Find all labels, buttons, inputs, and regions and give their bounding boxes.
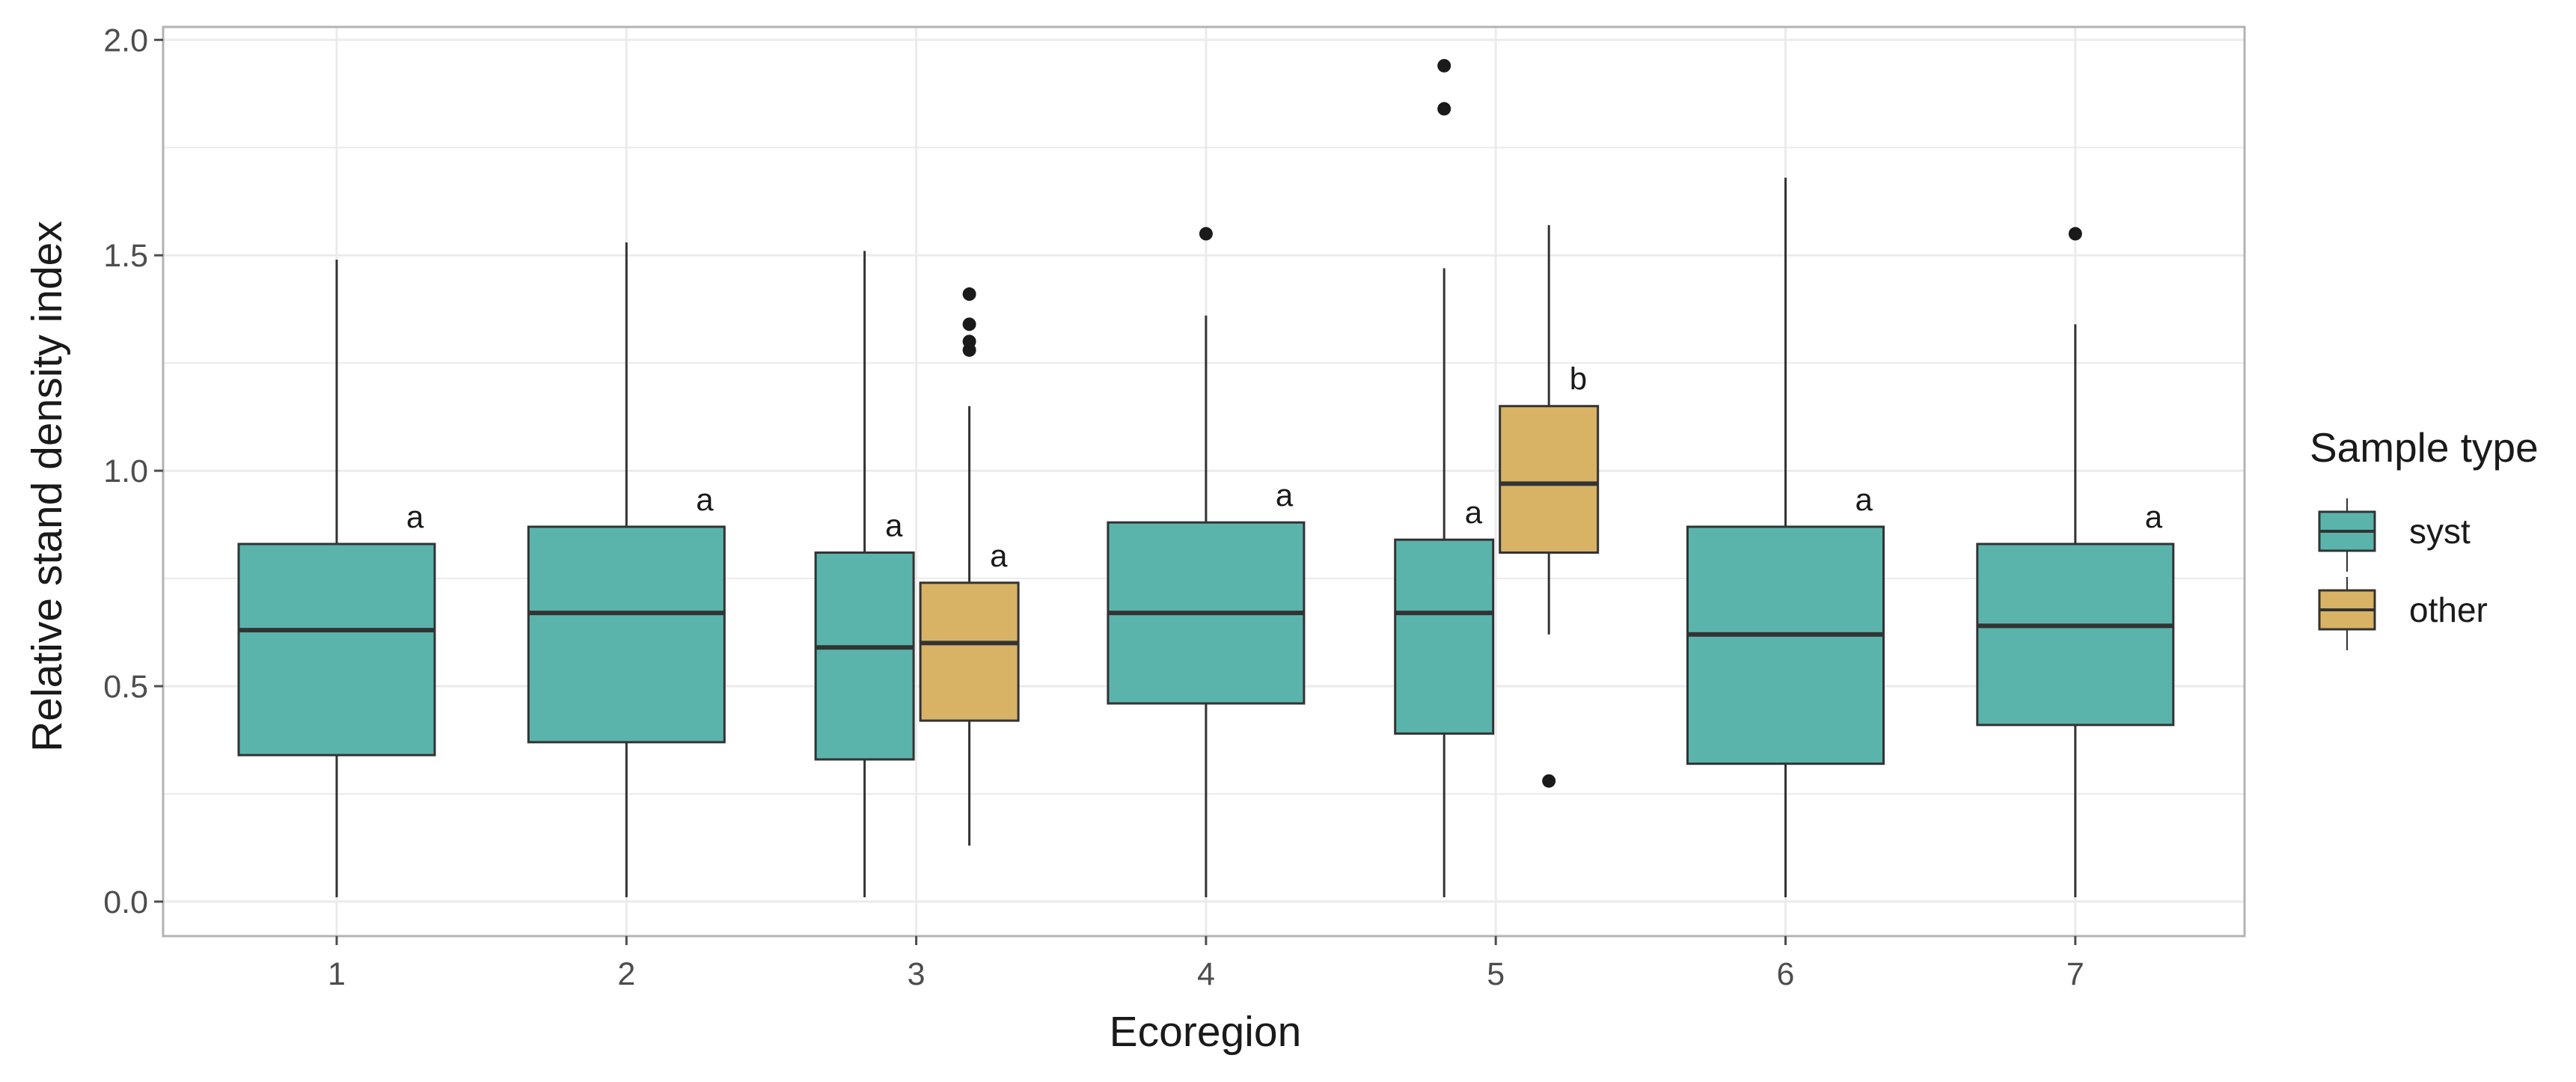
significance-label: a xyxy=(990,538,1008,573)
legend-item-syst: syst xyxy=(2318,498,2471,572)
x-tick-label: 7 xyxy=(2066,956,2084,992)
y-axis-title: Relative stand density index xyxy=(23,221,71,752)
box-3-other: a xyxy=(919,287,1020,846)
significance-label: a xyxy=(2145,499,2163,534)
x-tick-label: 1 xyxy=(328,956,346,992)
significance-label: a xyxy=(885,508,903,543)
box-4-syst: a xyxy=(1107,227,1306,898)
box-1-syst: a xyxy=(237,259,436,898)
outlier-point xyxy=(2068,227,2082,241)
outlier-point xyxy=(1437,58,1451,73)
y-tick-label: 1.5 xyxy=(103,238,148,274)
y-tick-label: 0.0 xyxy=(103,884,148,920)
x-tick-label: 6 xyxy=(1777,956,1795,992)
box-iqr xyxy=(1686,525,1885,765)
legend-label: syst xyxy=(2409,512,2471,551)
box-iqr xyxy=(814,551,915,761)
y-tick-label: 0.5 xyxy=(103,669,148,705)
x-tick-label: 4 xyxy=(1197,956,1215,992)
outlier-point xyxy=(962,317,976,331)
outlier-point xyxy=(962,287,976,302)
box-7-syst: a xyxy=(1976,227,2175,898)
significance-label: a xyxy=(406,499,424,534)
box-iqr xyxy=(1499,405,1600,554)
box-6-syst: a xyxy=(1686,177,1885,898)
x-tick-label: 5 xyxy=(1487,956,1505,992)
box-5-syst: a xyxy=(1394,58,1495,898)
outlier-point xyxy=(1542,774,1556,788)
y-tick-label: 2.0 xyxy=(103,22,148,58)
axes: 0.0 0.5 1.0 1.5 2.0 1 2 3 4 5 6 7 xyxy=(103,22,2084,992)
x-axis-title: Ecoregion xyxy=(1110,1008,1302,1056)
legend-title: Sample type xyxy=(2310,424,2539,471)
box-2-syst: a xyxy=(527,242,726,898)
y-tick-label: 1.0 xyxy=(103,453,148,489)
outlier-point xyxy=(962,334,976,349)
outlier-point xyxy=(1437,102,1451,116)
x-tick-label: 2 xyxy=(617,956,635,992)
box-iqr xyxy=(919,581,1020,722)
legend-label: other xyxy=(2409,590,2488,629)
legend-item-other: other xyxy=(2318,577,2488,650)
box-iqr xyxy=(1394,538,1495,735)
box-series: a a a a a a b a a xyxy=(237,58,2175,898)
box-3-syst: a xyxy=(814,251,915,898)
legend: Sample type syst other xyxy=(2310,424,2539,650)
box-5-other: b xyxy=(1499,224,1600,788)
panel-border xyxy=(162,25,2246,938)
significance-label: b xyxy=(1570,361,1587,397)
outlier-point xyxy=(1199,227,1213,241)
significance-label: a xyxy=(696,482,714,517)
significance-label: a xyxy=(1276,477,1294,513)
box-iqr xyxy=(527,525,726,744)
significance-label: a xyxy=(1855,482,1873,517)
significance-label: a xyxy=(1465,495,1483,530)
legend-items: syst other xyxy=(2318,498,2488,650)
x-tick-label: 3 xyxy=(908,956,926,992)
box-iqr xyxy=(237,542,436,757)
box-iqr xyxy=(1976,542,2175,727)
